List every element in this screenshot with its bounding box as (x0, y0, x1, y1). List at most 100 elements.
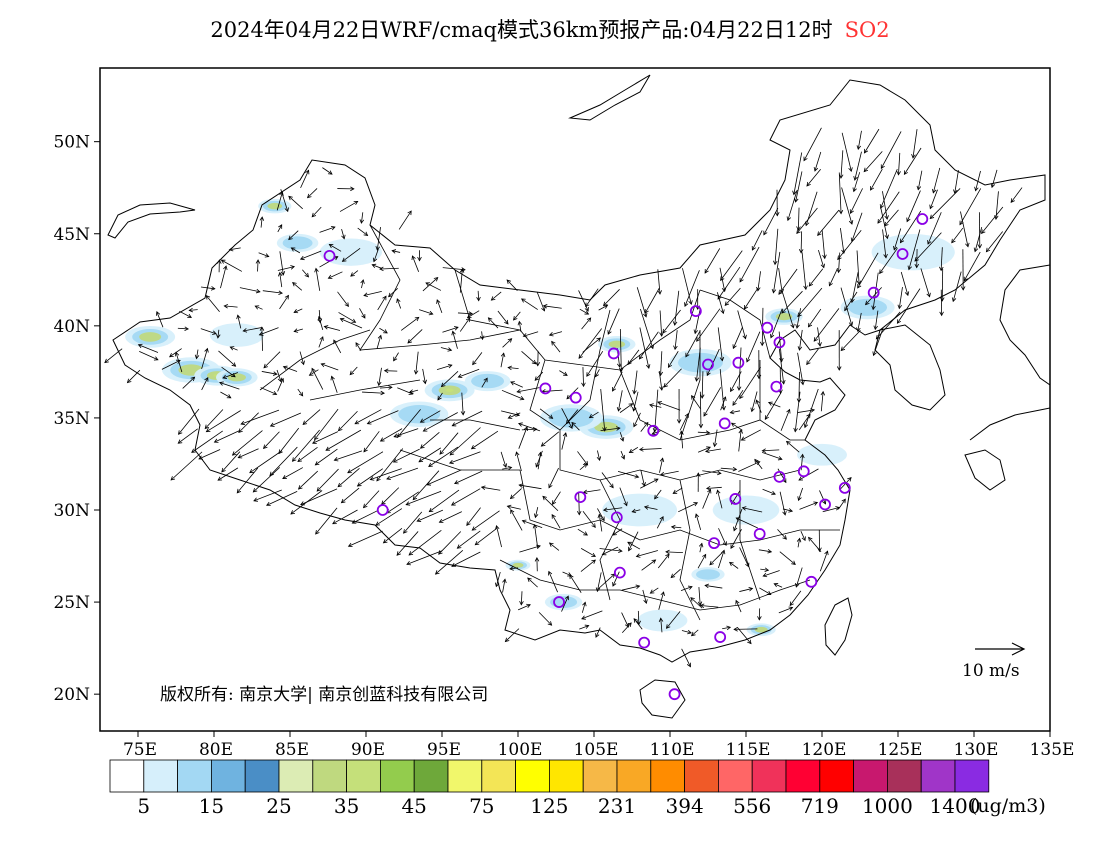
monitoring-station-marker (770, 380, 783, 393)
wind-arrow (502, 338, 513, 348)
wind-arrow (440, 371, 459, 388)
lat-tick-label: 45N (53, 225, 90, 245)
so2-patch (696, 569, 720, 580)
wind-arrow (354, 409, 382, 425)
wind-arrow (853, 151, 862, 181)
wind-arrow (729, 409, 741, 415)
lon-tick-label: 110E (650, 740, 695, 760)
colorbar-cell (650, 759, 685, 793)
wind-arrow (578, 328, 603, 359)
wind-arrow (698, 542, 704, 553)
wind-arrow (717, 266, 741, 300)
wind-arrow (873, 310, 879, 331)
wind-arrow (665, 549, 683, 555)
wind-arrow (383, 368, 398, 374)
wind-arrow (217, 467, 239, 481)
wind-arrow (315, 507, 338, 535)
so2-patch (267, 202, 283, 210)
wind-arrow (297, 388, 304, 397)
wind-arrow (696, 308, 721, 342)
wind-arrow (480, 485, 501, 491)
wind-arrow (386, 467, 419, 481)
wind-arrow (405, 490, 442, 506)
wind-arrow (720, 466, 738, 472)
wind-arrow (929, 188, 961, 220)
wind-arrow (363, 431, 380, 453)
wind-arrow (786, 189, 798, 222)
wind-arrow (594, 369, 600, 378)
wind-arrow (778, 268, 798, 295)
monitoring-station-marker (610, 511, 623, 524)
lake-balkhash (107, 202, 196, 239)
wind-arrow (155, 311, 164, 328)
wind-arrow (884, 209, 899, 227)
monitoring-station-marker (805, 575, 818, 588)
wind-arrow (779, 551, 796, 565)
wind-arrow (170, 451, 203, 481)
wind-arrow (797, 487, 804, 502)
wind-arrow (627, 349, 640, 366)
lat-tick-label: 20N (53, 685, 90, 705)
wind-arrow (730, 371, 742, 393)
wind-arrow (297, 470, 319, 490)
wind-arrow (276, 369, 283, 383)
wind-arrow (278, 427, 300, 455)
wind-arrow (699, 603, 719, 609)
so2-patch (516, 564, 520, 567)
wind-arrow (219, 381, 240, 390)
korea-peninsula (874, 324, 946, 411)
wind-arrow (403, 511, 423, 534)
title-text: 2024年04月22日WRF/cmaq模式36km预报产品:04月22日12时 (210, 18, 833, 42)
wind-arrow (252, 467, 281, 493)
wind-arrow (318, 336, 324, 348)
wind-arrow (717, 327, 725, 362)
wind-arrow (662, 309, 681, 334)
wind-arrow (709, 551, 723, 566)
colorbar-cell (684, 759, 719, 793)
wind-arrow (806, 169, 821, 187)
wind-arrow (665, 611, 681, 629)
wind-arrow (339, 201, 359, 212)
wind-arrow (920, 268, 931, 298)
wind-arrow (840, 330, 861, 352)
wind-arrow (412, 470, 440, 501)
wind-arrow (418, 447, 442, 463)
wind-arrow (220, 391, 232, 399)
wind-arrow (179, 310, 192, 318)
wind-arrow (339, 317, 363, 329)
wind-arrow (408, 530, 442, 556)
wind-arrow (737, 310, 747, 340)
wind-arrow (841, 187, 854, 225)
wind-arrow (797, 352, 805, 386)
wind-arrow (205, 294, 220, 312)
wind-arrow (863, 128, 880, 154)
wind-arrow (600, 389, 607, 432)
wind-arrow (808, 536, 822, 553)
wind-arrow (260, 387, 278, 396)
wind-arrow (738, 429, 744, 452)
wind-arrow (362, 390, 385, 396)
wind-arrow (534, 556, 540, 572)
wind-arrow (780, 408, 791, 431)
wind-arrow (586, 350, 604, 377)
wind-arrow (704, 248, 721, 274)
wind-arrow (161, 359, 181, 370)
wind-arrow (261, 371, 278, 376)
wind-arrow (633, 412, 641, 428)
wind-arrow (649, 403, 662, 408)
lat-tick-label: 30N (53, 501, 90, 521)
wind-arrow (548, 542, 560, 551)
colorbar-label: 35 (333, 794, 360, 818)
wind-arrow (670, 568, 681, 579)
wind-arrow (362, 490, 380, 509)
lon-tick-label: 105E (574, 740, 619, 760)
wind-arrow (481, 377, 488, 388)
wind-arrow (735, 599, 742, 613)
wind-arrow (896, 152, 901, 176)
colorbar-cell (954, 759, 990, 793)
wind-arrow (552, 491, 561, 505)
latitude-axis: 50N 45N 40N 35N 30N 25N 20N (53, 133, 100, 705)
wind-arrow (576, 492, 582, 516)
wind-arrow (754, 458, 763, 470)
monitoring-station-marker (838, 481, 851, 494)
